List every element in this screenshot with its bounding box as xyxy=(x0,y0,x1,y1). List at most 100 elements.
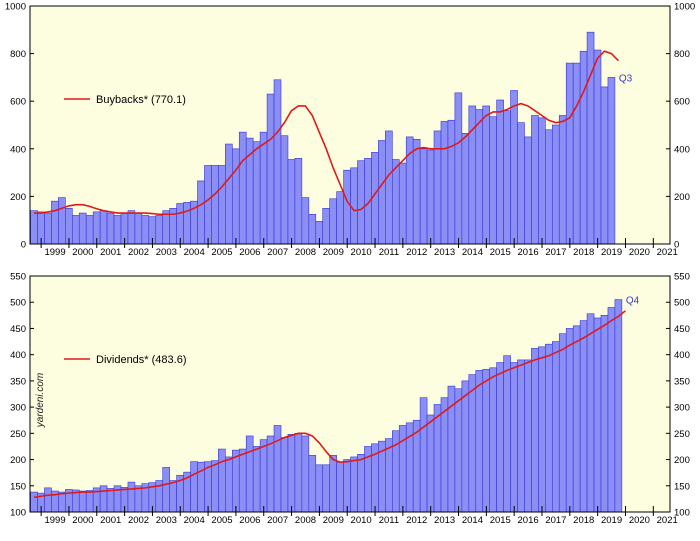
buybacks-bar xyxy=(301,197,310,245)
buybacks-bar xyxy=(558,115,567,245)
buybacks-bar xyxy=(78,212,87,245)
dividends-bar xyxy=(280,437,289,513)
dividends-bar xyxy=(190,461,198,513)
buybacks-bar xyxy=(99,210,108,245)
dividends-ytick-label-right: 400 xyxy=(674,350,690,361)
dividends-bar xyxy=(106,488,115,513)
dividends-bar xyxy=(433,404,442,513)
buybacks-ytick-label-left: 800 xyxy=(10,49,26,60)
dividends-end-label: Q4 xyxy=(626,296,640,307)
dividends-bar xyxy=(489,367,497,513)
buybacks-bar xyxy=(183,202,191,245)
buybacks-bar xyxy=(433,130,442,245)
dividends-bar xyxy=(85,490,94,513)
dividends-bar xyxy=(593,317,602,513)
dividends-bar xyxy=(78,490,87,513)
buybacks-bar xyxy=(503,110,511,245)
buybacks-bar xyxy=(85,215,94,245)
dividends-xtick-label: 2019 xyxy=(601,515,622,526)
buybacks-xtick-label: 2013 xyxy=(434,247,455,258)
dividends-bar xyxy=(252,446,261,513)
buybacks-bar xyxy=(134,212,143,245)
dividends-bar xyxy=(600,315,609,513)
dividends-bar xyxy=(357,454,365,513)
buybacks-bar xyxy=(398,162,407,245)
buybacks-bar xyxy=(531,115,539,245)
buybacks-frame xyxy=(29,5,671,245)
buybacks-ytick-label-right: 400 xyxy=(674,144,690,155)
buybacks-bar xyxy=(412,138,421,245)
dividends-bar xyxy=(58,491,66,513)
buybacks-ytick-label-left: 0 xyxy=(21,240,26,251)
dividends-panel: 100 100 150 150 200 200 250 250 300 300 350 350 400 4… xyxy=(10,272,690,527)
dividends-bar xyxy=(211,460,219,513)
buybacks-bar xyxy=(607,77,616,245)
dividends-ytick-label-left: 150 xyxy=(10,481,26,492)
buybacks-xtick-label: 2001 xyxy=(100,247,121,258)
buybacks-bar xyxy=(44,212,52,245)
dividends-bar xyxy=(343,459,351,513)
buybacks-trend-line xyxy=(34,50,619,216)
buybacks-bar xyxy=(419,148,428,245)
dividends-bar xyxy=(482,369,490,513)
buybacks-bar xyxy=(155,215,164,245)
buybacks-bar xyxy=(197,180,205,245)
dividends-bar xyxy=(127,481,136,513)
dividends-frame xyxy=(29,275,671,513)
dividends-bar xyxy=(44,487,52,513)
buybacks-bar xyxy=(176,203,184,245)
dividends-xtick-label: 2000 xyxy=(72,515,93,526)
buybacks-ytick-label-left: 200 xyxy=(10,192,26,203)
buybacks-xtick-label: 2019 xyxy=(601,247,622,258)
dividends-bar xyxy=(510,362,518,513)
dividends-bar xyxy=(579,320,588,513)
dividends-bar xyxy=(322,464,330,513)
buybacks-xtick-label: 2020 xyxy=(629,247,650,258)
buybacks-bar xyxy=(113,215,122,245)
buybacks-ytick-label-right: 600 xyxy=(674,97,690,108)
buybacks-ytick-label-right: 800 xyxy=(674,49,690,60)
dividends-bar xyxy=(245,435,254,513)
dividends-bar xyxy=(545,343,553,513)
dividends-bar xyxy=(238,448,247,513)
dividends-bar xyxy=(419,397,428,513)
buybacks-xtick-label: 2007 xyxy=(267,247,288,258)
buybacks-xtick-label: 2000 xyxy=(72,247,93,258)
buybacks-bar xyxy=(551,124,560,245)
buybacks-bar xyxy=(266,93,275,245)
dividends-bar xyxy=(162,467,170,513)
dividends-bar xyxy=(558,333,567,513)
buybacks-bar xyxy=(482,105,490,245)
buybacks-bar xyxy=(572,62,581,245)
buybacks-bar xyxy=(545,129,553,245)
buybacks-bar xyxy=(204,165,212,245)
buybacks-ytick-label-right: 0 xyxy=(674,240,679,251)
dividends-bar xyxy=(315,464,324,513)
buybacks-end-label: Q3 xyxy=(619,73,633,84)
dividends-xtick-label: 2003 xyxy=(156,515,177,526)
dividends-bar xyxy=(517,359,525,513)
dividends-bar xyxy=(329,455,337,513)
buybacks-bar xyxy=(238,131,247,245)
dividends-xtick-label: 2007 xyxy=(267,515,288,526)
dividends-ytick-label-right: 150 xyxy=(674,481,690,492)
dividends-xtick-label: 2017 xyxy=(545,515,566,526)
buybacks-bar xyxy=(141,215,150,245)
buybacks-xtick-label: 2011 xyxy=(379,247,399,258)
buybacks-bar xyxy=(211,165,219,245)
dividends-bar xyxy=(266,435,275,513)
buybacks-bar xyxy=(51,200,59,245)
dividends-xtick-label: 2011 xyxy=(379,515,399,526)
buybacks-bar xyxy=(510,90,518,245)
buybacks-ytick-label-right: 1000 xyxy=(674,2,695,13)
buybacks-bar xyxy=(343,169,351,245)
buybacks-bar xyxy=(336,191,344,245)
watermark-text: yardeni.com xyxy=(35,373,46,428)
buybacks-bar xyxy=(280,135,289,245)
buybacks-xtick-label: 2018 xyxy=(573,247,594,258)
buybacks-bar xyxy=(447,119,456,245)
dividends-bar xyxy=(301,435,310,513)
dividends-bar xyxy=(440,397,449,513)
